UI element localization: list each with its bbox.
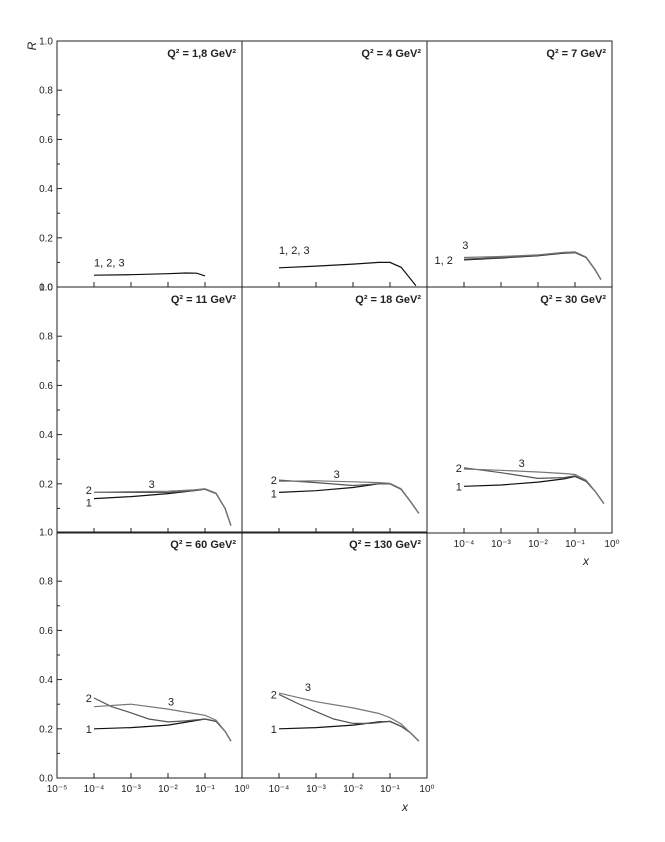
curve-label: 2 — [86, 485, 92, 497]
y-tick-label: 0.2 — [39, 479, 53, 490]
curve-label: 3 — [462, 240, 468, 252]
x-tick-label: 10⁻⁴ — [84, 784, 105, 795]
x-tick-label: 10⁻² — [528, 539, 548, 550]
x-tick-label: 10⁰ — [604, 539, 619, 550]
curve-label: 3 — [334, 469, 340, 481]
panel-frame — [241, 40, 428, 288]
x-tick-label: 10⁻⁴ — [269, 784, 290, 795]
series-line-2 — [94, 488, 232, 526]
x-axis-label-top: x — [582, 554, 590, 568]
curve-label: 3 — [149, 479, 155, 491]
curve-label: 2 — [86, 693, 92, 705]
curve-label: 1 — [271, 724, 277, 736]
x-tick-label: 10⁻⁴ — [454, 539, 475, 550]
panel-frame — [241, 531, 428, 779]
panel-frames — [56, 40, 613, 779]
x-tick-label: 10⁻¹ — [380, 784, 400, 795]
panel-title: Q² = 4 GeV² — [361, 48, 421, 60]
curve-label: 2 — [271, 689, 277, 701]
x-tick-label: 10⁻¹ — [195, 784, 215, 795]
curve-label: 1 — [456, 481, 462, 493]
curve-label: 3 — [305, 682, 311, 694]
x-tick-label: 10⁻³ — [121, 784, 141, 795]
series-line-1 — [93, 718, 232, 742]
curve-label: 1 — [271, 489, 277, 501]
panel-title: Q² = 7 GeV² — [546, 48, 606, 60]
curves-layer — [93, 251, 605, 742]
panel-title: Q² = 130 GeV² — [349, 539, 421, 551]
curve-label: 1 — [86, 497, 92, 509]
curve-label: 1, 2, 3 — [279, 245, 310, 257]
y-tick-label: 1.0 — [39, 283, 53, 294]
y-tick-label: 0.0 — [39, 283, 53, 294]
series-line-3 — [278, 692, 420, 742]
y-tick-label: 1.0 — [39, 37, 53, 48]
y-tick-label: 0.4 — [39, 430, 53, 441]
panel-frame — [56, 531, 243, 779]
series-line-3 — [278, 480, 420, 514]
panel-title: Q² = 11 GeV² — [171, 294, 236, 306]
y-tick-label: 0.4 — [39, 675, 53, 686]
y-tick-label: 0.6 — [39, 381, 53, 392]
x-tick-label: 10⁰ — [419, 784, 434, 795]
series-line-1 — [463, 475, 605, 504]
series-line-3 — [93, 488, 232, 526]
panel-title: Q² = 60 GeV² — [170, 539, 236, 551]
y-tick-label: 0.4 — [39, 184, 53, 195]
y-tick-label: 0.8 — [39, 577, 53, 588]
curve-label: 1, 2 — [435, 255, 453, 267]
text-layer: 0.0 0.2 0.4 0.6 0.8 1.0 Q² = 1,8 GeV² 1, 2, 3 Q²… — [39, 37, 619, 796]
y-tick-label: 0.0 — [39, 774, 53, 785]
curve-label: 2 — [271, 475, 277, 487]
y-tick-label: 0.6 — [39, 626, 53, 637]
series-line-3 — [463, 468, 605, 504]
panel-frame — [426, 286, 613, 534]
series-line-2 — [278, 479, 420, 514]
series-line-2 — [278, 693, 420, 742]
curve-label: 1 — [86, 724, 92, 736]
y-tick-label: 0.8 — [39, 86, 53, 97]
curve-label: 2 — [456, 463, 462, 475]
x-tick-label: 10⁻⁵ — [47, 784, 68, 795]
y-tick-label: 0.2 — [39, 233, 53, 244]
x-tick-label: 10⁻³ — [491, 539, 511, 550]
x-tick-label: 10⁻² — [343, 784, 363, 795]
series-line-3 — [463, 251, 602, 280]
panel-title: Q² = 30 GeV² — [540, 294, 606, 306]
x-tick-label: 10⁻² — [158, 784, 178, 795]
panel-frame — [426, 40, 613, 288]
x-tick-label: 10⁻³ — [306, 784, 326, 795]
series-line-1 — [93, 488, 232, 526]
series-line-3 — [93, 703, 232, 742]
panel-frame — [241, 286, 428, 534]
curve-label: 1, 2, 3 — [94, 257, 125, 269]
x-tick-label: 10⁰ — [234, 784, 249, 795]
y-tick-label: 1.0 — [39, 528, 53, 539]
panel-title: Q² = 1,8 GeV² — [167, 48, 236, 60]
curve-label: 3 — [519, 458, 525, 470]
panel-frame — [56, 286, 243, 534]
x-axis-label-bottom: x — [401, 800, 409, 814]
y-tick-label: 0.2 — [39, 724, 53, 735]
x-tick-label: 10⁻¹ — [565, 539, 585, 550]
series-line-2 — [93, 697, 232, 742]
curve-label: 3 — [168, 697, 174, 709]
y-tick-label: 0.8 — [39, 332, 53, 343]
y-tick-label: 0.6 — [39, 135, 53, 146]
series-line-1-2-3 — [278, 261, 417, 287]
series-line-1-2-3 — [93, 272, 206, 277]
y-axis-label: R — [25, 41, 39, 50]
panel-frame — [56, 40, 243, 288]
panel-title: Q² = 18 GeV² — [355, 294, 421, 306]
